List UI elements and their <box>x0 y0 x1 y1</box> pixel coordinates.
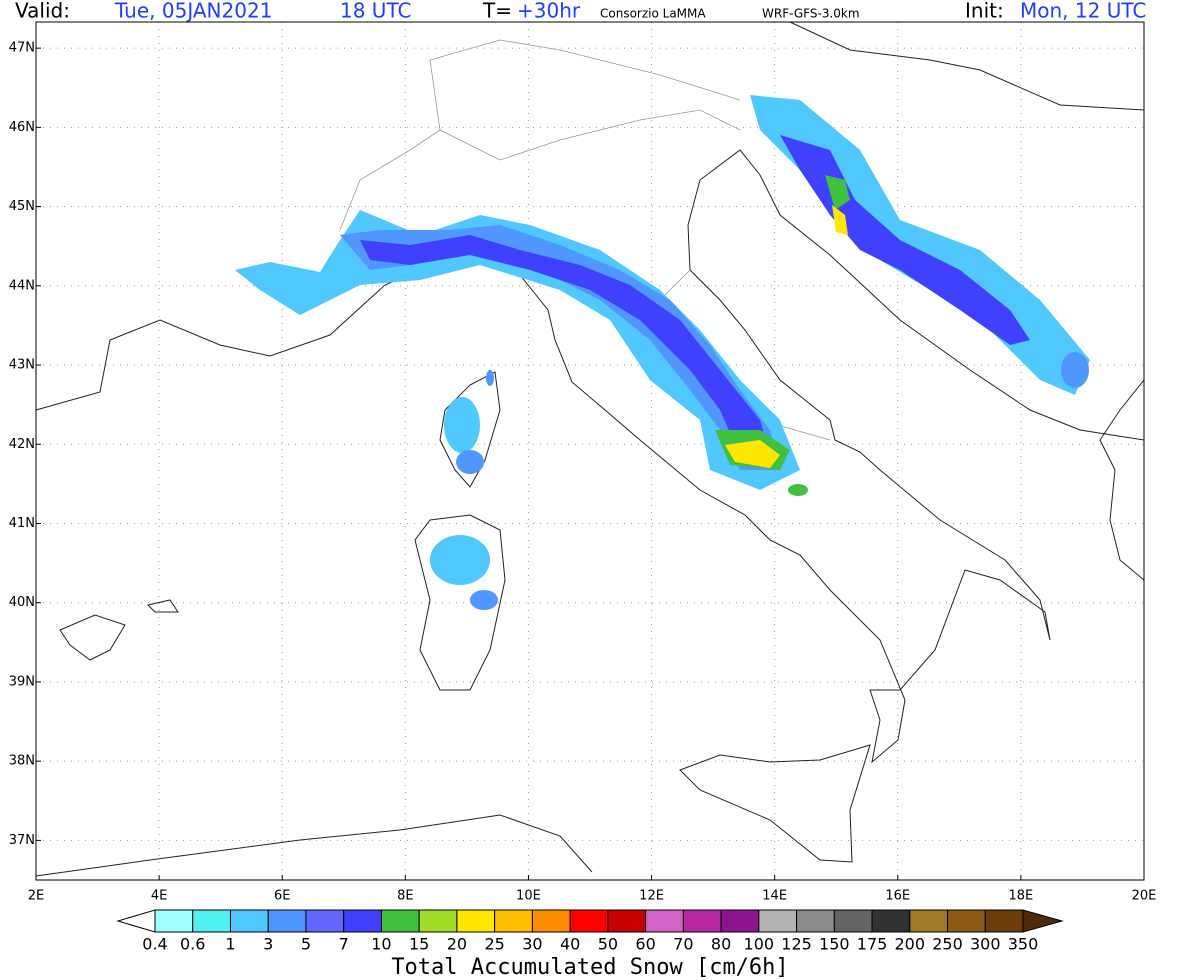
y-tick-label: 46N <box>9 120 35 135</box>
ticks: 2E 4E 6E 8E 10E 12E 14E 16E 18E 20E 37N 38N 39N 40N 41… <box>9 41 1157 904</box>
x-tick-label: 4E <box>151 889 168 904</box>
colorbar-box <box>343 909 382 933</box>
grid <box>35 22 1145 880</box>
colorbar-label: 125 <box>781 935 812 954</box>
colorbar-box <box>229 909 269 933</box>
colorbar-arrow <box>1022 909 1064 933</box>
colorbar-box <box>267 909 307 933</box>
y-tick-label: 45N <box>9 199 35 214</box>
colorbar-label: 150 <box>819 935 850 954</box>
colorbar-box <box>871 909 911 933</box>
y-tick-label: 37N <box>9 833 35 848</box>
colorbar-label: 40 <box>560 935 580 954</box>
y-tick-label: 42N <box>9 437 35 452</box>
colorbar-box <box>947 909 986 933</box>
colorbar-box <box>494 909 533 933</box>
x-tick-label: 8E <box>397 889 414 904</box>
step: +30hr <box>517 0 581 23</box>
colorbar-box <box>154 909 194 933</box>
colorbar-label: 70 <box>673 935 693 954</box>
step-label: T= <box>482 0 512 23</box>
colorbar-box <box>305 909 345 933</box>
colorbar-box <box>418 909 458 933</box>
colorbar-box <box>909 909 949 933</box>
colorbar-label: 3 <box>263 935 273 954</box>
x-tick-label: 10E <box>516 889 541 904</box>
colorbar-box <box>645 909 684 933</box>
source: Consorzio LaMMA <box>600 7 706 21</box>
colorbar-label: 250 <box>932 935 963 954</box>
y-tick-label: 38N <box>9 754 35 769</box>
colorbar-label: 350 <box>1008 935 1039 954</box>
colorbar-label: 175 <box>857 935 888 954</box>
colorbar-box <box>682 909 722 933</box>
y-tick-label: 40N <box>9 595 35 610</box>
init: Mon, 12 UTC <box>1020 0 1146 23</box>
colorbar-title: Total Accumulated Snow [cm/6h] <box>391 955 788 980</box>
y-tick-label: 39N <box>9 674 35 689</box>
coastlines <box>35 21 1145 877</box>
valid-time: 18 UTC <box>340 0 411 23</box>
colorbar-label: 0.4 <box>142 935 167 954</box>
model: WRF-GFS-3.0km <box>762 7 860 21</box>
colorbar-box <box>720 909 760 933</box>
colorbar-box <box>607 909 647 933</box>
colorbar-label: 20 <box>447 935 467 954</box>
x-tick-label: 18E <box>1009 889 1034 904</box>
colorbar-label: 5 <box>301 935 311 954</box>
x-tick-label: 2E <box>28 889 45 904</box>
snow-field <box>235 95 1090 610</box>
x-tick-label: 6E <box>274 889 291 904</box>
colorbar-label: 15 <box>409 935 429 954</box>
x-tick-label: 16E <box>885 889 910 904</box>
x-tick-label: 14E <box>762 889 787 904</box>
x-tick-label: 12E <box>639 889 664 904</box>
colorbar-label: 60 <box>635 935 655 954</box>
y-tick-label: 44N <box>9 278 35 293</box>
colorbar-label: 80 <box>711 935 731 954</box>
colorbar-label: 30 <box>522 935 542 954</box>
init-label: Init: <box>965 0 1004 23</box>
map-frame <box>35 21 1145 881</box>
colorbar-box <box>531 909 571 933</box>
colorbar-arrow <box>116 909 156 933</box>
colorbar-label: 50 <box>598 935 618 954</box>
colorbar-box <box>192 909 231 933</box>
colorbar-label: 300 <box>970 935 1001 954</box>
y-tick-label: 47N <box>9 41 35 56</box>
colorbar-label: 7 <box>339 935 349 954</box>
colorbar-box <box>796 909 835 933</box>
colorbar-label: 0.6 <box>180 935 205 954</box>
x-tick-label: 20E <box>1132 889 1157 904</box>
colorbar-box <box>456 909 496 933</box>
colorbar-box <box>984 909 1024 933</box>
colorbar-label: 25 <box>484 935 504 954</box>
colorbar-box <box>569 909 609 933</box>
colorbar-label: 200 <box>895 935 926 954</box>
y-tick-label: 41N <box>9 516 35 531</box>
valid-date: Tue, 05JAN2021 <box>114 0 272 23</box>
colorbar-box <box>833 909 873 933</box>
colorbar-label: 1 <box>225 935 235 954</box>
valid-label: Valid: <box>15 0 70 23</box>
colorbar-box <box>380 909 420 933</box>
y-tick-label: 43N <box>9 358 35 373</box>
colorbar: 0.4 0.6 1 3 5 7 10 15 20 25 30 40 50 60 70 80 100 125 150 1… <box>116 909 1064 954</box>
colorbar-box <box>758 909 798 933</box>
colorbar-label: 10 <box>371 935 391 954</box>
colorbar-label: 100 <box>744 935 775 954</box>
